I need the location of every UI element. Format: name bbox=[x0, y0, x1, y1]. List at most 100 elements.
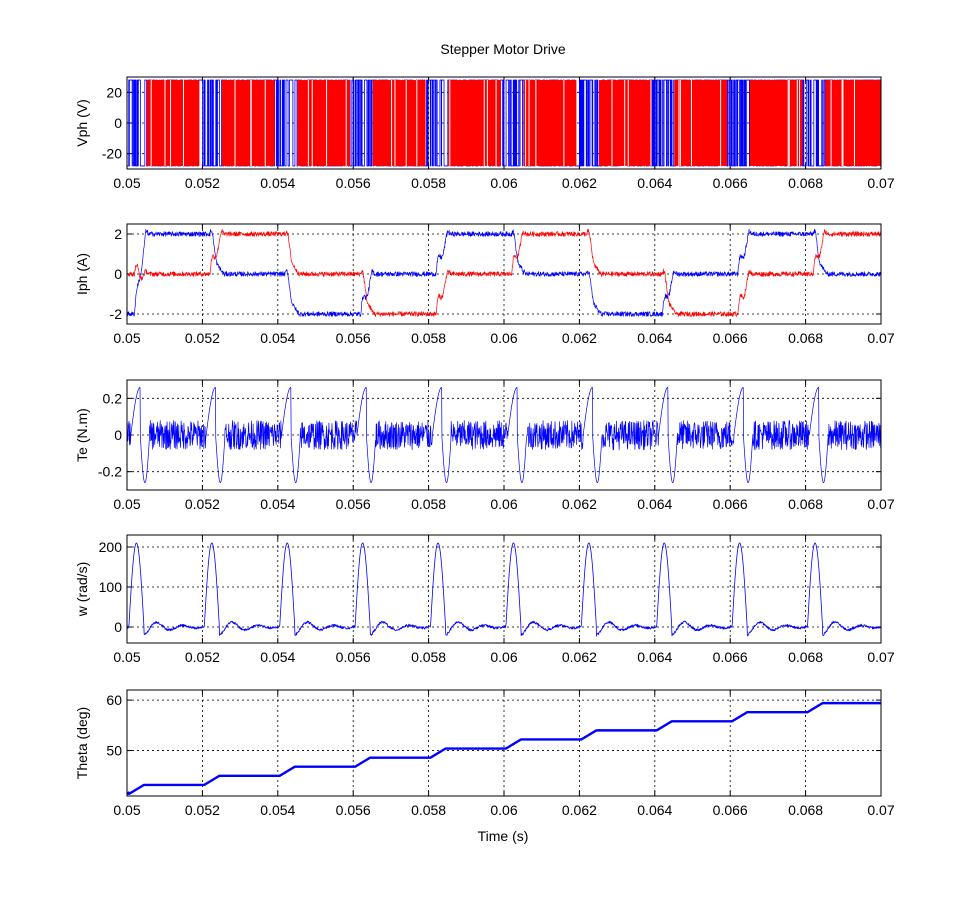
x-tick-label: 0.056 bbox=[336, 802, 371, 818]
x-tick-label: 0.068 bbox=[788, 496, 823, 512]
y-axis-label: Iph (A) bbox=[74, 253, 90, 295]
vph-phase-a-band bbox=[372, 80, 426, 166]
vph-phase-a-band bbox=[599, 80, 652, 166]
x-tick-label: 0.05 bbox=[113, 175, 140, 191]
traces bbox=[127, 542, 881, 637]
x-tick-label: 0.062 bbox=[562, 649, 597, 665]
x-tick-label: 0.066 bbox=[713, 330, 748, 346]
traces bbox=[127, 387, 881, 483]
x-tick-label: 0.052 bbox=[185, 175, 220, 191]
x-tick-label: 0.062 bbox=[562, 330, 597, 346]
x-tick-label: 0.052 bbox=[185, 649, 220, 665]
subplot-iph: 0.05 0.052 0.054 0.056 0.058 0.06 0.062 0.064 0.… bbox=[74, 223, 895, 346]
y-axis-label: Vph (V) bbox=[74, 99, 90, 146]
x-tick-label: 0.05 bbox=[113, 496, 140, 512]
y-tick-label: 200 bbox=[99, 539, 123, 555]
vph-phase-a-band bbox=[448, 80, 501, 166]
x-tick-label: 0.052 bbox=[185, 330, 220, 346]
subplot-vph: 0.05 0.052 0.054 0.056 0.058 0.06 0.062 0.064 0.… bbox=[74, 76, 895, 191]
y-tick-label: 0.2 bbox=[103, 390, 123, 406]
subplot-theta: 0.05 0.052 0.054 0.056 0.058 0.06 0.062 0.064 0.… bbox=[74, 689, 895, 818]
x-tick-label: 0.07 bbox=[867, 175, 894, 191]
y-tick-label: -20 bbox=[102, 146, 122, 162]
x-tick-label: 0.056 bbox=[336, 330, 371, 346]
x-tick-label: 0.064 bbox=[637, 330, 672, 346]
x-tick-label: 0.066 bbox=[713, 649, 748, 665]
axes-frame bbox=[126, 76, 882, 170]
x-tick-label: 0.064 bbox=[637, 175, 672, 191]
x-tick-label: 0.052 bbox=[185, 496, 220, 512]
x-tick-label: 0.07 bbox=[867, 649, 894, 665]
w-series-line bbox=[127, 542, 881, 637]
axes-frame bbox=[126, 223, 882, 325]
y-tick-label: 50 bbox=[106, 743, 122, 759]
x-tick-label: 0.05 bbox=[113, 649, 140, 665]
y-tick-label: 100 bbox=[99, 579, 123, 595]
y-tick-label: 0 bbox=[114, 427, 122, 443]
x-tick-label: 0.062 bbox=[562, 175, 597, 191]
y-tick-label: 2 bbox=[114, 226, 122, 242]
x-tick-label: 0.058 bbox=[411, 175, 446, 191]
vph-phase-a-band bbox=[674, 80, 728, 166]
x-tick-label: 0.068 bbox=[788, 802, 823, 818]
iph-series-line bbox=[127, 228, 881, 317]
x-tick-label: 0.06 bbox=[490, 649, 517, 665]
x-tick-label: 0.052 bbox=[185, 802, 220, 818]
traces bbox=[127, 701, 881, 796]
vph-phase-a-group bbox=[146, 80, 881, 166]
y-tick-label: -2 bbox=[110, 306, 123, 322]
x-tick-label: 0.054 bbox=[260, 330, 295, 346]
x-tick-label: 0.07 bbox=[867, 802, 894, 818]
x-tick-label: 0.066 bbox=[713, 175, 748, 191]
x-tick-label: 0.066 bbox=[713, 802, 748, 818]
theta-series-line bbox=[127, 701, 881, 796]
subplot-w: 0.05 0.052 0.054 0.056 0.058 0.06 0.062 0.064 0.… bbox=[74, 534, 895, 665]
x-tick-label: 0.06 bbox=[490, 330, 517, 346]
y-axis-label: Te (N.m) bbox=[74, 408, 90, 462]
x-tick-label: 0.06 bbox=[490, 496, 517, 512]
axes-background bbox=[127, 690, 881, 796]
x-tick-label: 0.054 bbox=[260, 175, 295, 191]
x-tick-label: 0.056 bbox=[336, 175, 371, 191]
x-tick-label: 0.062 bbox=[562, 802, 597, 818]
x-tick-label: 0.062 bbox=[562, 496, 597, 512]
x-tick-label: 0.07 bbox=[867, 330, 894, 346]
vph-phase-a-band bbox=[222, 80, 275, 166]
iph-series-line bbox=[127, 228, 881, 317]
y-tick-label: 20 bbox=[106, 84, 122, 100]
x-tick-label: 0.06 bbox=[490, 175, 517, 191]
y-tick-label: 0 bbox=[114, 266, 122, 282]
x-tick-label: 0.064 bbox=[637, 496, 672, 512]
vph-phase-a-band bbox=[825, 80, 881, 166]
x-tick-label: 0.068 bbox=[788, 175, 823, 191]
traces bbox=[127, 79, 881, 167]
x-tick-label: 0.058 bbox=[411, 802, 446, 818]
x-tick-label: 0.068 bbox=[788, 649, 823, 665]
x-tick-label: 0.058 bbox=[411, 649, 446, 665]
y-tick-label: -0.2 bbox=[98, 464, 122, 480]
x-tick-label: 0.06 bbox=[490, 802, 517, 818]
x-tick-label: 0.054 bbox=[260, 496, 295, 512]
te-series-line bbox=[127, 387, 881, 483]
x-axis-label: Time (s) bbox=[478, 828, 529, 844]
vph-phase-a-band bbox=[297, 80, 351, 166]
x-tick-label: 0.066 bbox=[713, 496, 748, 512]
x-tick-label: 0.054 bbox=[260, 649, 295, 665]
axes-frame bbox=[126, 534, 882, 644]
y-axis-label: Theta (deg) bbox=[74, 707, 90, 779]
x-tick-label: 0.05 bbox=[113, 330, 140, 346]
axes-frame bbox=[126, 379, 882, 491]
axes-frame bbox=[126, 689, 882, 797]
x-tick-label: 0.054 bbox=[260, 802, 295, 818]
x-tick-label: 0.064 bbox=[637, 649, 672, 665]
x-tick-label: 0.068 bbox=[788, 330, 823, 346]
subplots-group: 0.05 0.052 0.054 0.056 0.058 0.06 0.062 0.064 0.… bbox=[74, 76, 895, 818]
y-axis-label: w (rad/s) bbox=[74, 562, 90, 617]
x-tick-label: 0.058 bbox=[411, 496, 446, 512]
y-tick-label: 0 bbox=[114, 619, 122, 635]
vph-phase-a-band bbox=[146, 80, 200, 166]
vph-phase-a-band bbox=[749, 80, 803, 166]
x-tick-label: 0.07 bbox=[867, 496, 894, 512]
figure-title: Stepper Motor Drive bbox=[440, 41, 565, 57]
